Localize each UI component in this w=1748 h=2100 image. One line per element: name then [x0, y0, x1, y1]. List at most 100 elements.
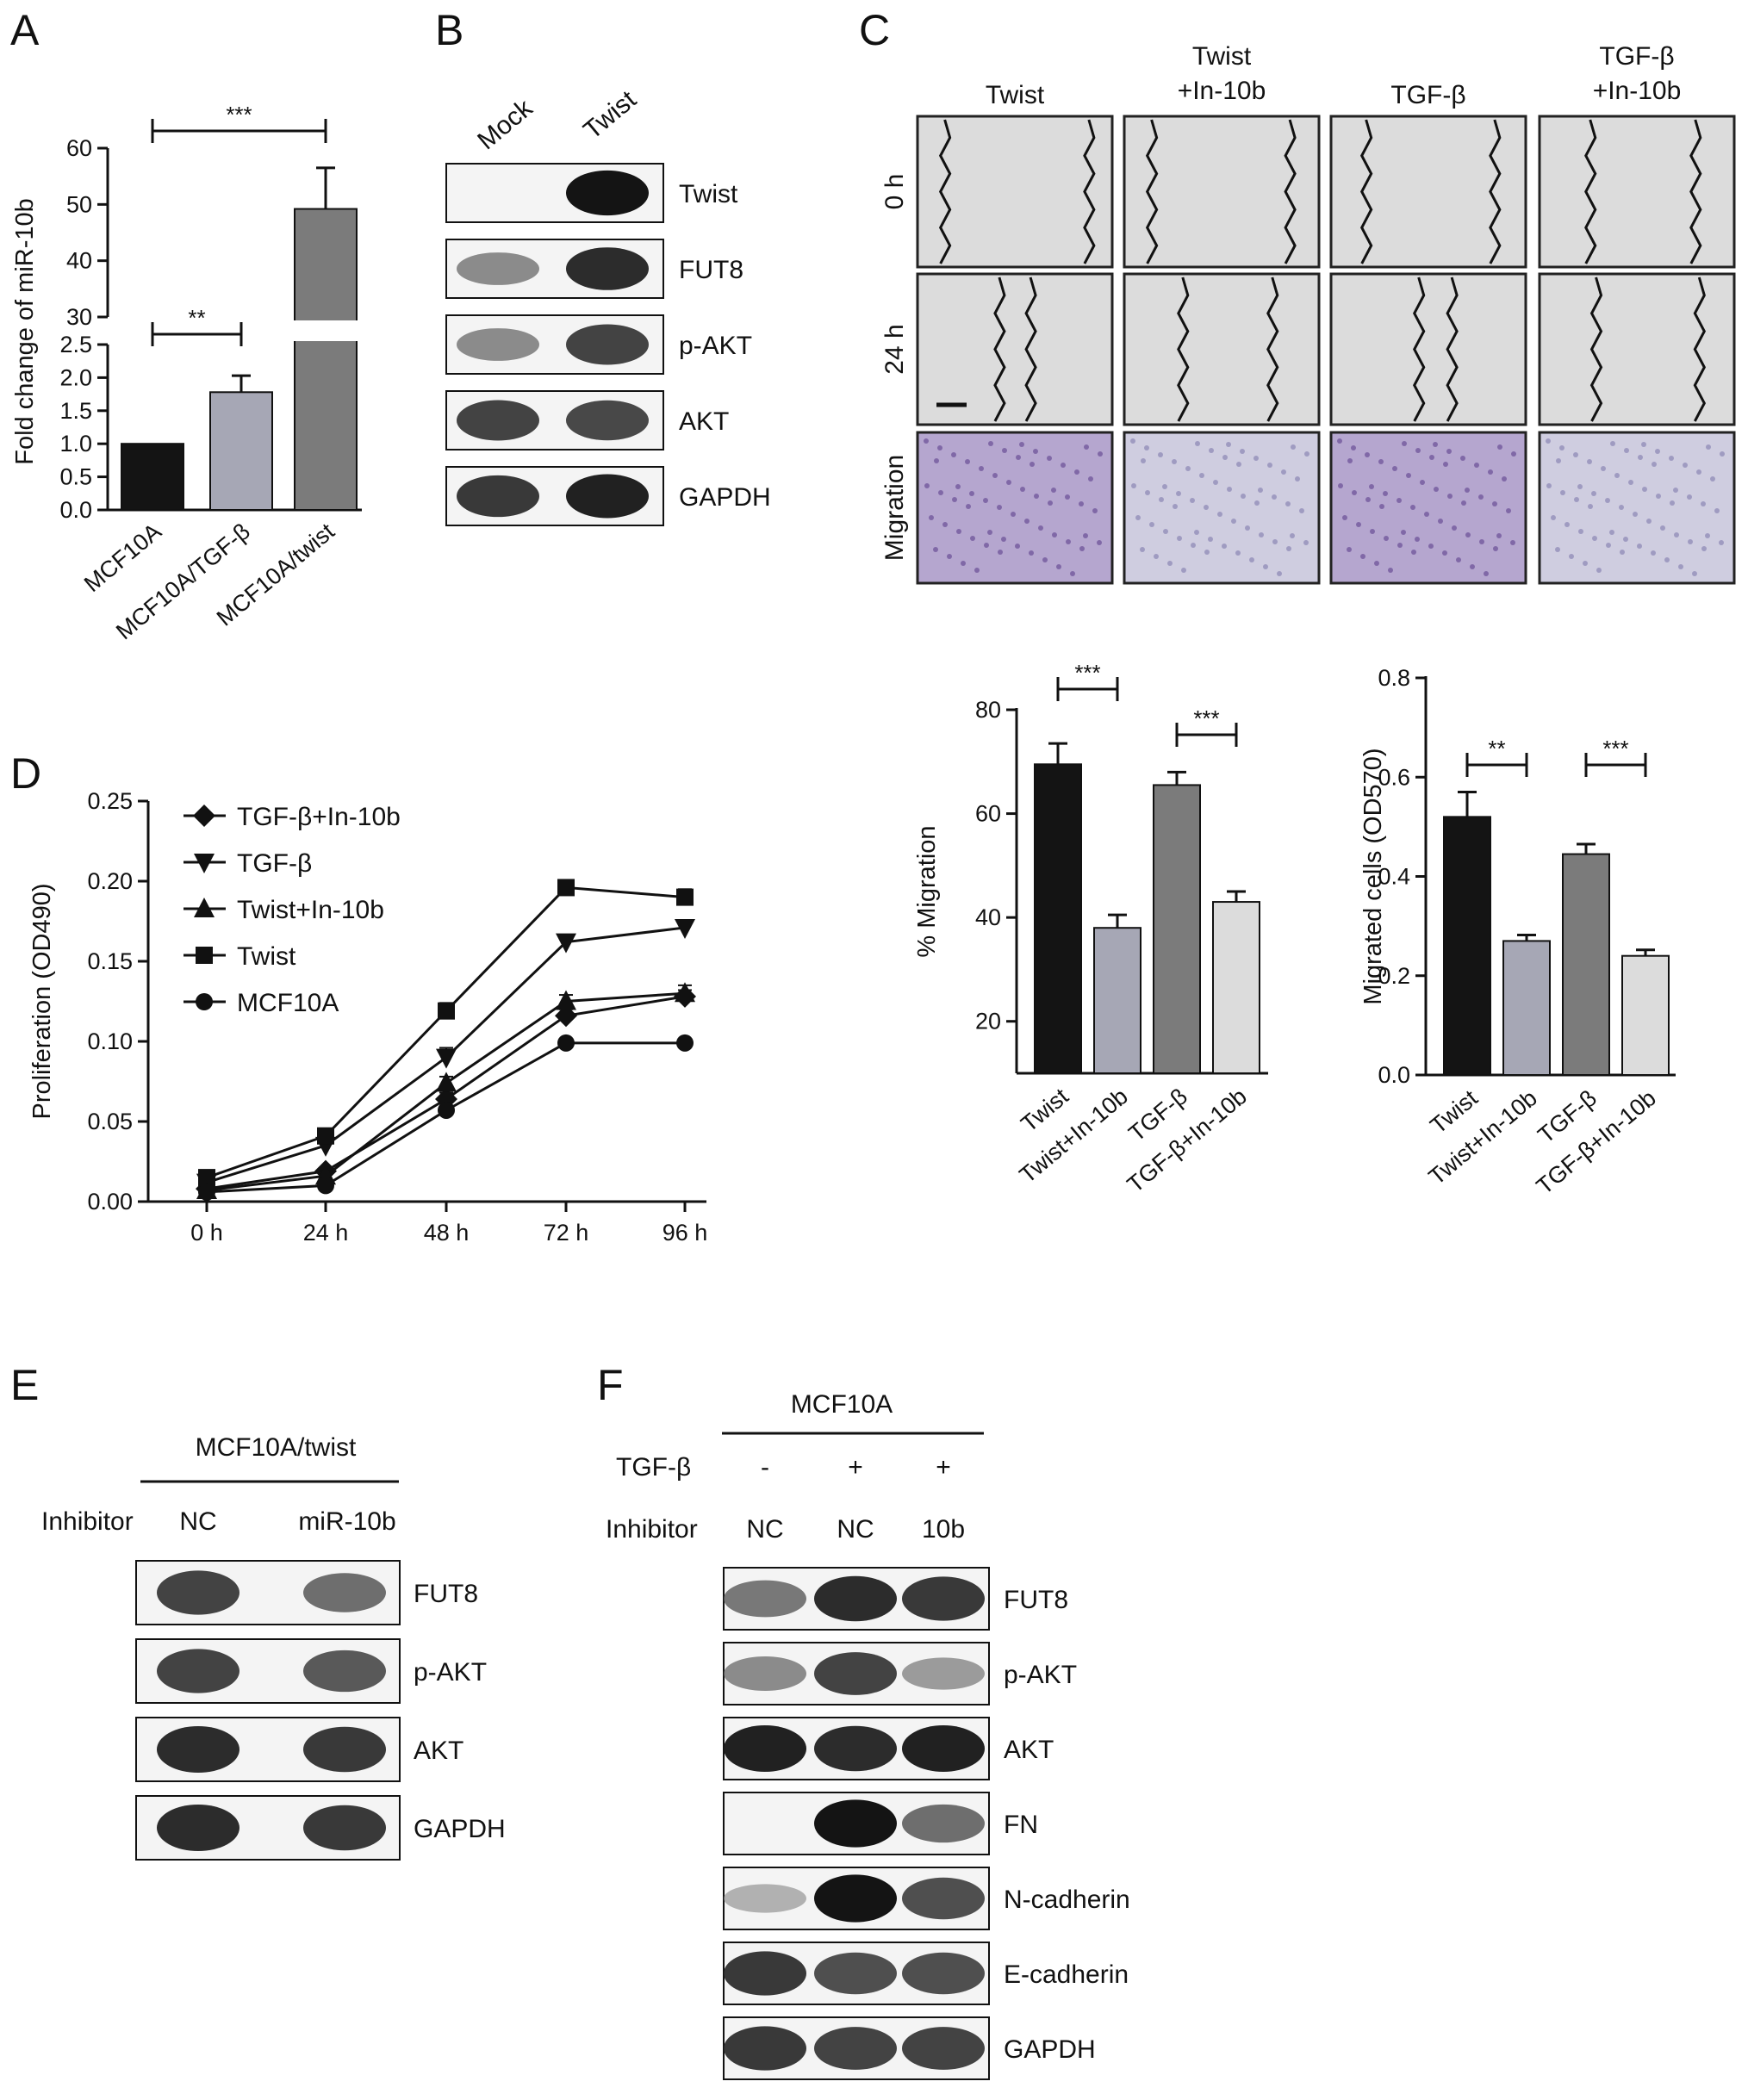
f-band — [724, 2026, 806, 2071]
c-cell-dot — [1560, 490, 1565, 495]
d-marker — [438, 1101, 455, 1119]
c-cell-dot — [1470, 564, 1475, 569]
a-ytick-label: 60 — [66, 135, 92, 161]
c-cell-dot — [1079, 501, 1084, 506]
c-cell-dot — [1687, 494, 1692, 500]
c-scratch-edge — [1489, 119, 1502, 264]
c-od-ytick-label: 0.6 — [1378, 764, 1410, 790]
c-cell-dot — [1655, 449, 1660, 454]
c-cell-dot — [1669, 456, 1674, 461]
f-row-label: FUT8 — [1004, 1586, 1068, 1614]
c-cell-dot — [1402, 441, 1407, 446]
c-cell-dot — [1226, 442, 1231, 447]
d-series-line — [206, 885, 686, 1179]
c-cell-dot — [1245, 525, 1250, 531]
c-cell-dot — [1456, 557, 1461, 562]
c-micrograph — [1123, 431, 1321, 585]
c-cell-dot — [1369, 484, 1374, 489]
c-od-bar — [1443, 816, 1491, 1076]
c-cell-dot — [938, 490, 943, 495]
c-cell-dot — [1231, 519, 1236, 524]
d-marker — [675, 918, 695, 939]
f-band — [724, 1951, 806, 1996]
c-cell-dot — [1141, 458, 1146, 463]
c-cell-dot — [1442, 550, 1447, 556]
e-band — [157, 1649, 239, 1693]
c-cell-dot — [1130, 438, 1135, 444]
a-ytick-label: 1.5 — [59, 398, 92, 424]
c-scratch-edge — [1284, 119, 1297, 264]
c-cell-dot — [1446, 449, 1452, 454]
c-cell-dot — [1191, 543, 1196, 548]
c-cell-dot — [1047, 456, 1052, 461]
c-cell-dot — [1384, 536, 1389, 541]
c-cell-dot — [1415, 537, 1420, 542]
c-cell-dot — [1502, 476, 1507, 482]
f-band — [814, 1952, 897, 1995]
f-band — [814, 1652, 897, 1695]
c-cell-dot — [1249, 557, 1254, 562]
c-cell-dot — [1135, 515, 1141, 520]
c-cell-dot — [1356, 522, 1361, 527]
d-legend-marker — [194, 898, 215, 917]
c-cell-dot — [1083, 533, 1088, 538]
c-scratch-edge — [993, 276, 1006, 422]
f-tgf-value: - — [761, 1453, 769, 1482]
c-cell-dot — [1452, 525, 1457, 531]
c-cell-dot — [955, 484, 961, 489]
c-cell-dot — [1011, 512, 1016, 517]
e-band — [303, 1573, 386, 1612]
c-cell-dot — [1145, 490, 1150, 495]
c-cell-dot — [1162, 484, 1167, 489]
c-cell-dot — [1204, 505, 1209, 510]
c-cell-dot — [1401, 530, 1406, 535]
c-cell-dot — [947, 554, 952, 559]
c-scratch-edge — [1145, 119, 1159, 264]
c-cell-dot — [1088, 476, 1093, 482]
c-cell-dot — [1670, 500, 1675, 506]
c-cell-dot — [1241, 494, 1246, 499]
f-inhibitor-label: Inhibitor — [606, 1515, 698, 1544]
c-cell-dot — [1656, 494, 1661, 499]
c-cell-dot — [1701, 546, 1707, 551]
f-lane: NC — [746, 1515, 783, 1544]
c-od-bar — [1502, 940, 1551, 1076]
c-cell-dot — [942, 522, 948, 527]
c-cell-dot — [997, 505, 1002, 510]
c-cell-dot — [1633, 512, 1638, 517]
c-cell-dot — [1660, 525, 1665, 531]
c-cell-dot — [1254, 500, 1260, 506]
c-cell-dot — [934, 458, 939, 463]
c-cell-dot — [1646, 519, 1652, 524]
d-marker — [555, 1004, 577, 1028]
c-cell-dot — [933, 547, 938, 552]
c-cell-dot — [1235, 550, 1241, 556]
c-cell-dot — [1338, 483, 1343, 488]
f-band — [814, 1799, 897, 1848]
c-cell-dot — [1511, 451, 1516, 457]
c-cell-dot — [1415, 448, 1421, 453]
c-cell-dot — [1295, 476, 1300, 482]
d-xtick-label: 0 h — [190, 1220, 223, 1246]
b-lane-mock: Mock — [472, 93, 538, 155]
e-band — [157, 1726, 239, 1773]
c-scratch-edge — [1359, 119, 1373, 264]
e-row-label: AKT — [414, 1737, 463, 1765]
c-cell-dot — [965, 459, 970, 464]
c-cell-dot — [1411, 550, 1416, 555]
f-row-label: N-cadherin — [1004, 1886, 1130, 1914]
c-cell-dot — [974, 568, 980, 573]
panel-letter-d: D — [10, 749, 41, 798]
c-cell-dot — [1424, 512, 1429, 517]
e-row-label: FUT8 — [414, 1580, 478, 1608]
b-band — [457, 252, 539, 285]
c-cell-dot — [1144, 445, 1149, 450]
d-ylabel: Proliferation (OD490) — [28, 884, 56, 1120]
a-sig-1-stars: ** — [188, 305, 205, 331]
c-cell-dot — [1158, 452, 1163, 457]
c-mig-bar — [1212, 901, 1260, 1074]
a-sig-2-stars: *** — [226, 102, 252, 127]
c-cell-dot — [1002, 448, 1007, 453]
b-row-label: GAPDH — [679, 483, 771, 512]
d-marker — [676, 888, 694, 906]
